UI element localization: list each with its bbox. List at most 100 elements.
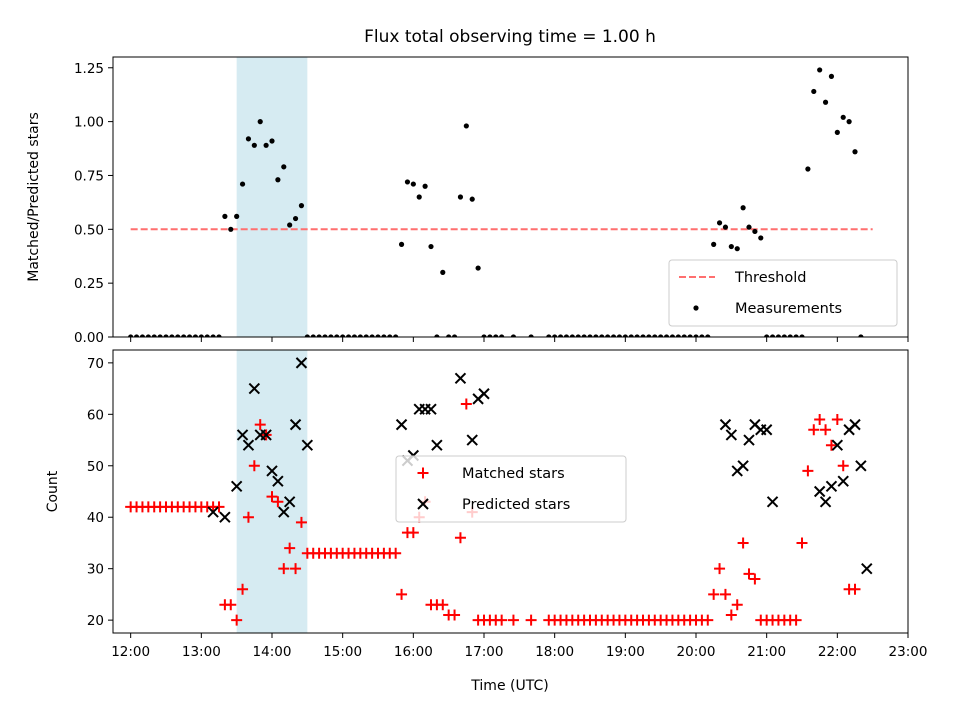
top-series-measurements-point <box>398 241 405 247</box>
top-series-measurements-point <box>557 334 564 337</box>
top-series-measurements-point <box>422 183 428 189</box>
top-series-measurements-point <box>499 334 505 337</box>
bottom-series-predicted-stars-point <box>819 496 832 508</box>
bottom-series-predicted-stars-point <box>266 465 278 477</box>
chart-title: Flux total observing time = 1.00 h <box>364 27 656 47</box>
bottom-series-matched-stars-point <box>814 413 826 425</box>
top-series-measurements-point <box>404 179 411 185</box>
top-legend-threshold-label: Threshold <box>734 270 806 286</box>
top-series-measurements-point <box>781 334 787 337</box>
top-series-measurements-point <box>275 177 281 183</box>
top-legend-box <box>668 259 898 327</box>
top-series-measurements-point <box>222 213 228 219</box>
top-y-axis-label: Matched/Predicted stars <box>26 112 42 282</box>
top-series-measurements-point <box>811 88 817 95</box>
top-series-measurements-point <box>393 334 399 337</box>
top-y-tick-label: 0.50 <box>74 222 104 238</box>
top-series-measurements-point <box>451 334 458 337</box>
top-series-measurements-point <box>163 334 169 337</box>
x-tick-label: 20:00 <box>677 644 716 660</box>
bottom-series-matched-stars-point <box>802 465 814 477</box>
top-series-measurements-point <box>552 334 558 337</box>
bottom-series-matched-stars-point <box>849 583 861 595</box>
bottom-series-matched-stars-point <box>272 496 284 508</box>
top-series-measurements-point <box>316 334 322 337</box>
top-series-measurements-point <box>487 334 493 337</box>
top-series-measurements-point <box>210 334 216 337</box>
bottom-series-matched-stars-point <box>507 614 519 626</box>
top-series-measurements-point <box>675 334 681 337</box>
bottom-series-predicted-stars-point <box>813 485 826 498</box>
top-series-measurements-point <box>628 334 634 337</box>
bottom-series-predicted-stars-point <box>260 429 272 441</box>
top-series-measurements-point <box>640 334 646 337</box>
top-series-measurements-point <box>469 196 475 202</box>
bottom-series-predicted-stars-point <box>242 439 255 451</box>
x-tick-label: 16:00 <box>394 644 433 660</box>
bottom-series-matched-stars-point <box>237 583 249 595</box>
bottom-legend-matched-stars-marker <box>417 467 429 479</box>
bottom-series-matched-stars-point <box>743 568 755 580</box>
bottom-series-matched-stars-point <box>702 614 714 626</box>
bottom-series-matched-stars-point <box>278 563 290 575</box>
top-series-measurements-point <box>775 334 782 337</box>
top-series-measurements-point <box>457 194 464 200</box>
x-tick-label: 12:00 <box>111 644 150 660</box>
top-series-measurements-point <box>234 213 240 219</box>
top-series-measurements-point <box>363 334 369 337</box>
bottom-series-predicted-stars-point <box>219 511 231 523</box>
top-series-measurements-point <box>563 334 570 337</box>
top-series-measurements-point <box>734 246 740 252</box>
bottom-series-predicted-stars-point <box>454 372 467 385</box>
bottom-series-predicted-stars-point <box>236 429 249 441</box>
bottom-series-predicted-stars-point <box>737 460 749 472</box>
top-series-measurements-point <box>322 334 328 337</box>
top-series-measurements-point <box>263 142 269 148</box>
top-series-measurements-point <box>605 334 611 337</box>
top-series-measurements-point <box>581 334 587 337</box>
top-series-measurements-point <box>610 334 617 337</box>
bottom-y-tick-label: 40 <box>87 510 104 526</box>
top-series-measurements-point <box>181 334 187 337</box>
top-series-measurements-point <box>334 334 340 337</box>
bottom-y-axis-label: Count <box>45 470 61 512</box>
bottom-series-matched-stars-point <box>396 588 408 600</box>
top-series-measurements-point <box>287 222 293 228</box>
x-axis-label: Time (UTC) <box>470 678 548 694</box>
top-series-measurements-point <box>593 334 599 337</box>
top-series-measurements-point <box>281 164 287 170</box>
top-series-measurements-point <box>528 334 534 337</box>
top-series-measurements-point <box>546 334 552 337</box>
bottom-series-matched-stars-point <box>825 439 837 451</box>
bottom-series-predicted-stars-point <box>425 403 437 415</box>
top-series-measurements-point <box>599 334 605 337</box>
x-tick-label: 17:00 <box>465 644 504 660</box>
x-tick-label: 18:00 <box>535 644 574 660</box>
top-y-tick-label: 0.00 <box>74 330 104 346</box>
top-series-measurements-point <box>799 334 805 337</box>
top-series-measurements-point <box>787 334 793 337</box>
bottom-series-matched-stars-point <box>266 491 278 503</box>
top-series-measurements-point <box>693 334 699 337</box>
bottom-series-matched-stars-point <box>808 424 820 436</box>
bottom-series-matched-stars-point <box>225 599 237 611</box>
top-series-measurements-point <box>705 334 711 337</box>
bottom-y-tick-label: 20 <box>87 613 104 629</box>
bottom-series-predicted-stars-point <box>719 418 732 431</box>
top-series-measurements-point <box>699 334 705 337</box>
top-series-measurements-point <box>493 334 499 337</box>
bottom-series-predicted-stars-point <box>725 429 738 441</box>
top-series-measurements-point <box>357 334 363 337</box>
top-series-measurements-point <box>440 269 446 275</box>
top-series-measurements-point <box>292 215 299 222</box>
top-series-measurements-point <box>828 73 835 79</box>
bottom-series-matched-stars-point <box>254 419 266 431</box>
bottom-y-tick-label: 60 <box>87 407 104 423</box>
bottom-series-predicted-stars-point <box>825 480 838 493</box>
top-series-measurements-point <box>646 334 652 337</box>
panel-bottom: 20 30 40 50 60 70 12:00 13:00 14:00 15:00 16:00 17:… <box>45 349 928 660</box>
top-series-measurements-point <box>652 334 658 337</box>
top-series-measurements-point <box>834 129 840 135</box>
x-tick-label: 23:00 <box>889 644 928 660</box>
